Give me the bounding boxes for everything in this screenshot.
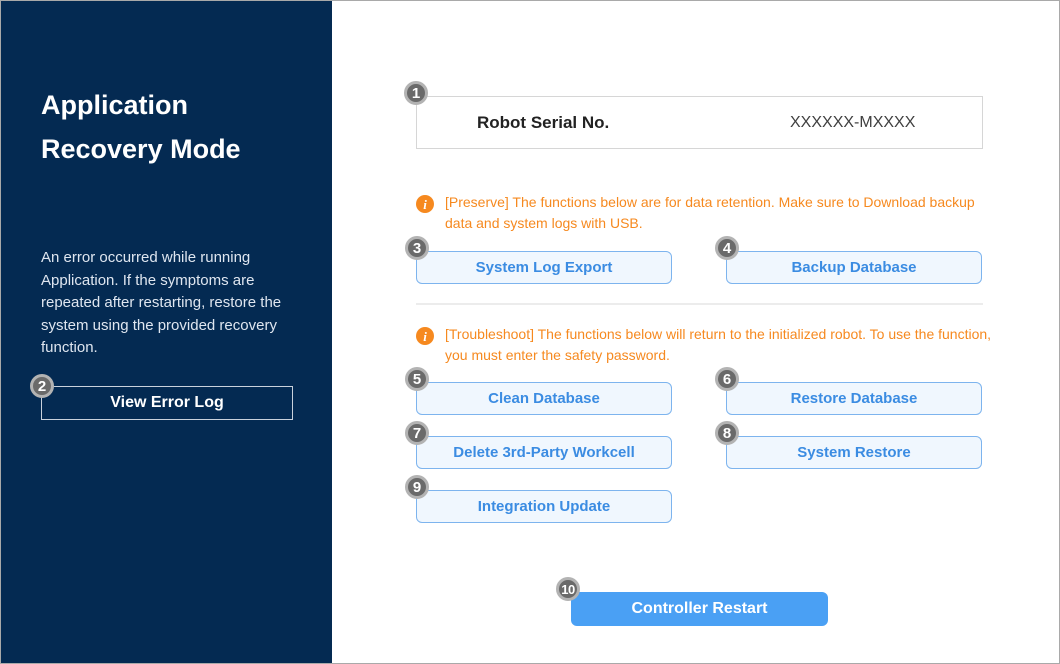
clean-database-button[interactable]: Clean Database <box>416 382 672 415</box>
system-restore-button[interactable]: System Restore <box>726 436 982 469</box>
recovery-description: An error occurred while running Applicat… <box>41 249 282 356</box>
troubleshoot-note: [Troubleshoot] The functions below will … <box>445 326 992 363</box>
view-error-log-button[interactable]: View Error Log <box>41 386 293 420</box>
robot-serial-box: Robot Serial No. XXXXXX-MXXXX <box>416 96 983 149</box>
system-log-export-button[interactable]: System Log Export <box>416 251 672 284</box>
step-badge-8: 8 <box>715 421 739 445</box>
sidebar: Application Recovery Mode An error occur… <box>1 1 332 663</box>
controller-restart-button[interactable]: Controller Restart <box>571 592 828 626</box>
restore-database-button[interactable]: Restore Database <box>726 382 982 415</box>
delete-3rd-party-workcell-button[interactable]: Delete 3rd-Party Workcell <box>416 436 672 469</box>
section-divider <box>416 303 983 305</box>
info-icon: i <box>416 195 434 213</box>
step-badge-1: 1 <box>404 81 428 105</box>
step-badge-10: 10 <box>556 577 580 601</box>
robot-serial-label: Robot Serial No. <box>477 112 610 132</box>
preserve-note: [Preserve] The functions below are for d… <box>445 194 975 231</box>
integration-update-button[interactable]: Integration Update <box>416 490 672 523</box>
step-badge-3: 3 <box>405 236 429 260</box>
step-badge-2: 2 <box>30 374 54 398</box>
info-icon: i <box>416 327 434 345</box>
step-badge-6: 6 <box>715 367 739 391</box>
step-badge-7: 7 <box>405 421 429 445</box>
backup-database-button[interactable]: Backup Database <box>726 251 982 284</box>
step-badge-4: 4 <box>715 236 739 260</box>
robot-serial-value: XXXXXX-MXXXX <box>790 113 916 131</box>
page-title: Application Recovery Mode <box>41 90 241 164</box>
step-badge-5: 5 <box>405 367 429 391</box>
step-badge-9: 9 <box>405 475 429 499</box>
